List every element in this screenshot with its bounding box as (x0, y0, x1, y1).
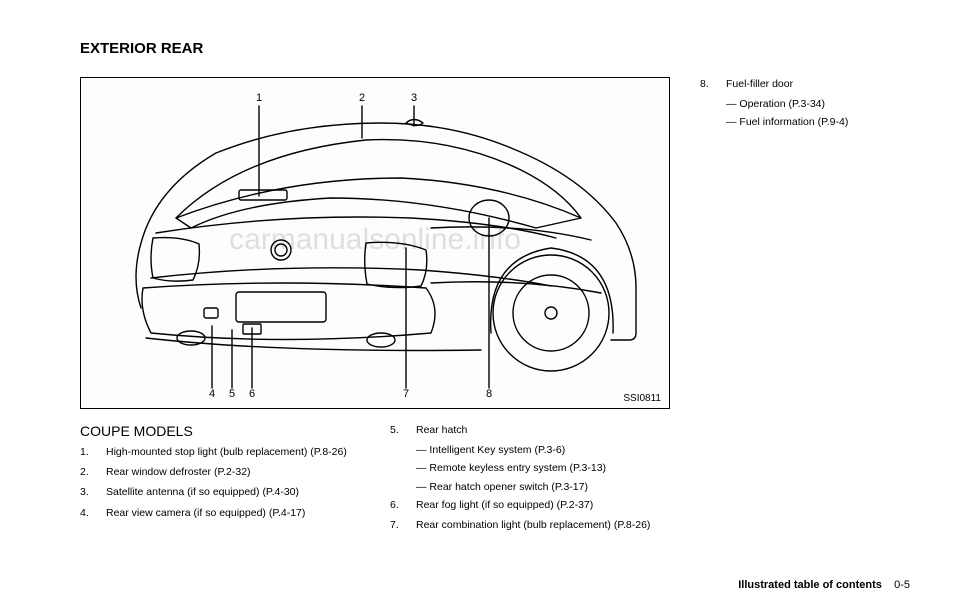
callout-bottom-8: 8 (486, 388, 492, 400)
list-num: 3. (80, 485, 94, 499)
list-num: 6. (390, 498, 404, 512)
list-item: 7. Rear combination light (bulb replacem… (390, 518, 670, 532)
callout-bottom-6: 6 (249, 388, 255, 400)
list-num: 8. (700, 77, 714, 91)
list-text: Fuel-filler door (726, 77, 793, 91)
list-item: 4. Rear view camera (if so equipped) (P.… (80, 506, 360, 520)
figure-id: SSI0811 (623, 393, 661, 404)
list-num: 7. (390, 518, 404, 532)
callout-top-3: 3 (411, 92, 417, 104)
list-item: 2. Rear window defroster (P.2-32) (80, 465, 360, 479)
list-item: 6. Rear fog light (if so equipped) (P.2-… (390, 498, 670, 512)
sub-item: — Rear hatch opener switch (P.3-17) (416, 480, 670, 494)
list-num: 5. (390, 423, 404, 437)
figure-and-columns: 1 2 3 4 5 6 7 8 carmanualsonline.info (80, 77, 670, 538)
list-text: Rear view camera (if so equipped) (P.4-1… (106, 506, 305, 520)
column-b: 5. Rear hatch — Intelligent Key system (… (390, 423, 670, 538)
callout-top-1: 1 (256, 92, 262, 104)
list-num: 2. (80, 465, 94, 479)
list-text: Satellite antenna (if so equipped) (P.4-… (106, 485, 299, 499)
callout-bottom-5: 5 (229, 388, 235, 400)
sub-item: — Remote keyless entry system (P.3-13) (416, 461, 670, 475)
list-item: 5. Rear hatch (390, 423, 670, 437)
sub-item: — Fuel information (P.9-4) (726, 115, 900, 129)
column-a: COUPE MODELS 1. High-mounted stop light … (80, 423, 360, 538)
list-text: Rear fog light (if so equipped) (P.2-37) (416, 498, 593, 512)
callout-bottom-7: 7 (403, 388, 409, 400)
content-row: 1 2 3 4 5 6 7 8 carmanualsonline.info (80, 77, 910, 538)
car-drawing (81, 78, 671, 408)
list-item: 1. High-mounted stop light (bulb replace… (80, 445, 360, 459)
footer-title: Illustrated table of contents (738, 579, 882, 591)
sub-item: — Operation (P.3-34) (726, 97, 900, 111)
section-title: EXTERIOR REAR (80, 40, 910, 57)
column-right: 8. Fuel-filler door — Operation (P.3-34)… (700, 77, 900, 538)
callout-top-2: 2 (359, 92, 365, 104)
figure-content: 1 2 3 4 5 6 7 8 carmanualsonline.info (81, 78, 669, 408)
list-item: 3. Satellite antenna (if so equipped) (P… (80, 485, 360, 499)
footer-page: 0-5 (894, 579, 910, 591)
list-text: High-mounted stop light (bulb replacemen… (106, 445, 347, 459)
list-text: Rear window defroster (P.2-32) (106, 465, 251, 479)
sub-item: — Intelligent Key system (P.3-6) (416, 443, 670, 457)
list-item: 8. Fuel-filler door (700, 77, 900, 91)
callout-bottom-4: 4 (209, 388, 215, 400)
footer: Illustrated table of contents 0-5 (738, 579, 910, 591)
list-num: 4. (80, 506, 94, 520)
subhead: COUPE MODELS (80, 423, 360, 439)
figure-box: 1 2 3 4 5 6 7 8 carmanualsonline.info (80, 77, 670, 409)
below-figure-columns: COUPE MODELS 1. High-mounted stop light … (80, 423, 670, 538)
list-num: 1. (80, 445, 94, 459)
list-text: Rear combination light (bulb replacement… (416, 518, 650, 532)
list-text: Rear hatch (416, 423, 467, 437)
